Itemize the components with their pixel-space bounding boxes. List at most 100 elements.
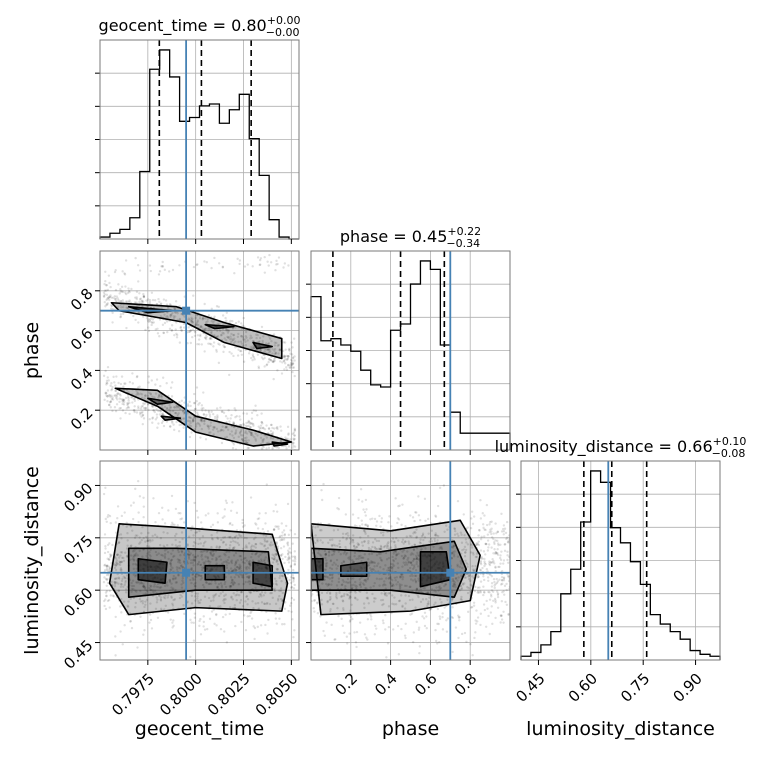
sample-point xyxy=(106,515,109,519)
sample-point xyxy=(506,561,510,564)
sample-point xyxy=(382,534,385,537)
sample-point xyxy=(190,431,193,434)
sample-point xyxy=(115,561,119,565)
sample-point xyxy=(194,584,197,588)
sample-point xyxy=(244,546,247,549)
sample-point xyxy=(369,560,373,563)
sample-point xyxy=(195,399,198,403)
sample-point xyxy=(139,589,142,593)
sample-point xyxy=(280,579,283,583)
sample-point xyxy=(245,559,248,562)
sample-point xyxy=(395,553,399,556)
sample-point xyxy=(391,583,394,586)
sample-point xyxy=(193,595,197,598)
sample-point xyxy=(125,574,129,577)
sample-point xyxy=(442,484,446,487)
sample-point xyxy=(474,619,477,622)
sample-point xyxy=(389,546,393,549)
sample-point xyxy=(163,313,166,316)
sample-point xyxy=(396,624,400,628)
sample-point xyxy=(481,557,484,560)
sample-point xyxy=(339,546,342,549)
sample-point xyxy=(251,346,254,350)
sample-point xyxy=(155,408,158,411)
sample-point xyxy=(316,540,319,543)
sample-point xyxy=(157,422,160,425)
sample-point xyxy=(493,586,496,590)
sample-point xyxy=(245,441,248,445)
sample-point xyxy=(259,424,263,427)
sample-point xyxy=(359,536,362,539)
sample-point xyxy=(161,412,164,415)
sample-point xyxy=(162,531,165,534)
sample-point xyxy=(264,534,268,538)
sample-point xyxy=(393,576,397,580)
sample-point xyxy=(375,547,378,551)
x-axis-label-luminosity_distance: luminosity_distance xyxy=(526,718,715,740)
sample-point xyxy=(218,545,221,548)
sample-point xyxy=(402,557,405,560)
sample-point xyxy=(225,641,229,644)
sample-point xyxy=(193,575,197,578)
sample-point xyxy=(320,603,324,606)
sample-point xyxy=(191,321,194,324)
sample-point xyxy=(172,423,175,426)
sample-point xyxy=(406,568,410,572)
sample-point xyxy=(438,486,442,490)
sample-point xyxy=(110,397,114,401)
sample-point xyxy=(174,544,178,547)
sample-point xyxy=(127,289,131,293)
sample-point xyxy=(148,550,151,554)
sample-point xyxy=(175,404,178,407)
sample-point xyxy=(418,645,422,648)
sample-point xyxy=(395,537,398,540)
sample-point xyxy=(130,396,133,399)
sample-point xyxy=(245,441,248,444)
sample-point xyxy=(120,583,123,586)
sample-point xyxy=(187,553,190,556)
sample-point xyxy=(114,561,118,564)
sample-point xyxy=(239,434,243,437)
sample-point xyxy=(332,543,335,547)
sample-point xyxy=(497,543,500,547)
sample-point xyxy=(257,366,261,370)
sample-point xyxy=(413,519,416,523)
sample-point xyxy=(479,623,482,627)
sample-point xyxy=(326,599,329,603)
sample-point xyxy=(240,569,243,573)
sample-point xyxy=(415,536,418,539)
sample-point xyxy=(494,570,497,573)
sample-point xyxy=(262,427,265,430)
sample-point xyxy=(193,555,197,558)
sample-point xyxy=(405,584,408,588)
sample-point xyxy=(482,526,485,530)
sample-point xyxy=(170,558,174,562)
sample-point xyxy=(290,358,293,362)
sample-point xyxy=(105,303,109,306)
sample-point xyxy=(415,620,418,624)
sample-point xyxy=(149,588,152,592)
sample-point xyxy=(203,328,206,332)
sample-point xyxy=(269,544,272,547)
sample-point xyxy=(391,602,394,606)
sample-point xyxy=(355,546,358,549)
sample-point xyxy=(183,417,186,420)
sample-point xyxy=(342,560,345,563)
sample-point xyxy=(230,561,234,565)
sample-point xyxy=(471,654,474,657)
sample-point xyxy=(293,374,296,378)
sample-point xyxy=(313,598,316,602)
sample-point xyxy=(134,573,138,577)
sample-point xyxy=(200,419,204,422)
sample-point xyxy=(365,591,369,594)
sample-point xyxy=(484,542,488,546)
sample-point xyxy=(261,339,264,343)
sample-point xyxy=(384,628,387,631)
sample-point xyxy=(171,268,175,272)
sample-point xyxy=(287,432,290,435)
sample-point xyxy=(201,550,204,553)
sample-point xyxy=(173,534,177,538)
sample-point xyxy=(220,333,223,337)
sample-point xyxy=(290,364,294,367)
sample-point xyxy=(291,432,294,436)
